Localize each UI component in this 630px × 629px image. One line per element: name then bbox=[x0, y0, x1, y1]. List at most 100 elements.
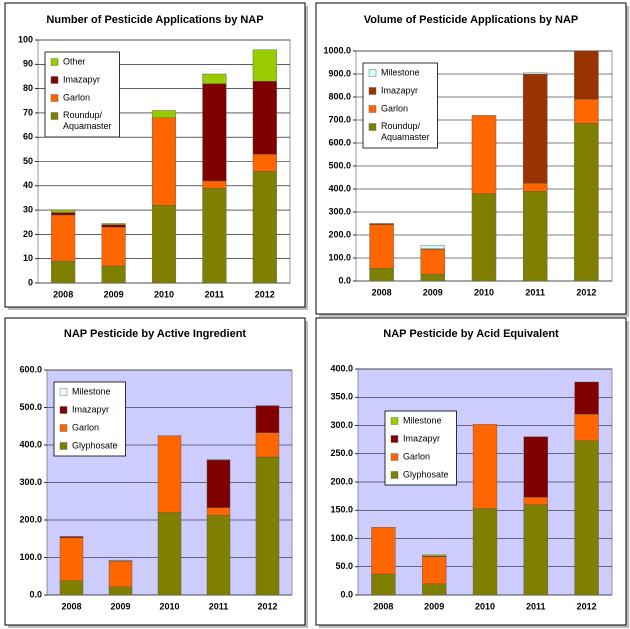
bar-segment bbox=[202, 180, 227, 189]
bar-segment bbox=[574, 51, 599, 100]
bar-segment bbox=[252, 81, 277, 155]
bar-segment bbox=[420, 273, 446, 281]
bar-segment bbox=[371, 573, 396, 595]
legend-label: Garlon bbox=[381, 103, 408, 113]
legend: Other Imazapyr Garlon Roundup/Aquamaster bbox=[44, 51, 120, 138]
y-tick-label: 30 bbox=[23, 204, 33, 214]
bar-segment bbox=[108, 559, 133, 562]
legend-label: Garlon bbox=[72, 422, 99, 432]
legend: Milestone Imazapyr Garlon Glyphosate bbox=[384, 410, 457, 486]
bar-segment bbox=[101, 226, 126, 267]
x-tick-label: 2011 bbox=[205, 289, 225, 299]
y-tick-label: 600.0 bbox=[328, 137, 351, 147]
y-tick-label: 200.0 bbox=[328, 229, 351, 239]
chart-title: Number of Pesticide Applications by NAP bbox=[46, 14, 263, 26]
bars bbox=[371, 381, 599, 595]
bar-segment bbox=[101, 223, 126, 225]
chart: Volume of Pesticide Applications by NAP 0… bbox=[315, 2, 629, 317]
legend-label: Garlon bbox=[63, 92, 90, 102]
legend-swatch bbox=[390, 453, 399, 461]
bar-segment bbox=[51, 212, 76, 216]
bar-segment bbox=[51, 209, 76, 213]
y-tick-label: 300.0 bbox=[328, 206, 351, 216]
x-tick-label: 2008 bbox=[61, 601, 81, 611]
legend-swatch bbox=[368, 69, 377, 77]
y-tick-label: 500.0 bbox=[328, 160, 351, 170]
y-tick-label: 10 bbox=[23, 253, 33, 263]
bar-segment bbox=[471, 193, 497, 281]
y-tick-label: 350.0 bbox=[330, 392, 353, 402]
bar-segment bbox=[422, 583, 447, 595]
bar-segment bbox=[157, 512, 182, 595]
bar-segment bbox=[206, 459, 231, 461]
y-tick-label: 100 bbox=[18, 34, 33, 44]
x-tick-label: 2008 bbox=[372, 287, 392, 297]
bar-segment bbox=[255, 405, 280, 433]
legend-swatch bbox=[390, 417, 399, 425]
chart-title: Volume of Pesticide Applications by NAP bbox=[364, 14, 579, 26]
bar-segment bbox=[252, 171, 277, 283]
y-tick-label: 400.0 bbox=[330, 363, 353, 373]
bar-segment bbox=[574, 99, 599, 124]
bar-segment bbox=[369, 224, 394, 269]
legend: Milestone Imazapyr Garlon Roundup/Aquamaste… bbox=[362, 62, 438, 149]
legend-label: Imazapyr bbox=[403, 433, 440, 443]
y-tick-label: 150.0 bbox=[330, 505, 353, 515]
y-tick-label: 50.0 bbox=[335, 561, 353, 571]
bar-segment bbox=[471, 115, 497, 194]
legend-label: Other bbox=[63, 56, 86, 66]
legend-swatch bbox=[50, 76, 59, 84]
y-tick-label: 0.0 bbox=[338, 275, 351, 285]
chart-title: NAP Pesticide by Acid Equivalent bbox=[383, 328, 559, 340]
bar-segment bbox=[151, 205, 177, 283]
bar-segment bbox=[51, 260, 76, 283]
bar-segment bbox=[101, 265, 126, 283]
legend-swatch bbox=[368, 105, 377, 113]
legend-label: Milestone bbox=[72, 386, 111, 396]
legend-swatch bbox=[59, 406, 68, 414]
x-tick-label: 2009 bbox=[110, 601, 130, 611]
x-tick-label: 2010 bbox=[474, 287, 494, 297]
legend-swatch bbox=[59, 424, 68, 432]
legend-label: Milestone bbox=[381, 67, 420, 77]
legend-label: Milestone bbox=[403, 415, 442, 425]
y-tick-label: 100.0 bbox=[330, 533, 353, 543]
y-tick-label: 0.0 bbox=[29, 589, 42, 599]
y-tick-label: 1000.0 bbox=[323, 45, 351, 55]
chart-title: NAP Pesticide by Active Ingredient bbox=[64, 328, 247, 340]
bar-segment bbox=[202, 83, 227, 182]
bar-segment bbox=[422, 556, 447, 584]
bar-segment bbox=[255, 456, 280, 595]
bar-segment bbox=[371, 527, 396, 575]
bars bbox=[51, 49, 277, 283]
x-tick-label: 2009 bbox=[423, 287, 443, 297]
bar-segment bbox=[202, 73, 227, 84]
bar-segment bbox=[252, 154, 277, 172]
y-tick-label: 70 bbox=[23, 107, 33, 117]
legend-label: Imazapyr bbox=[72, 404, 109, 414]
y-tick-label: 40 bbox=[23, 180, 33, 190]
legend-swatch bbox=[390, 435, 399, 443]
bar-segment bbox=[51, 214, 76, 262]
bar-segment bbox=[523, 436, 548, 498]
legend-label: Glyphosate bbox=[72, 440, 118, 450]
x-tick-label: 2009 bbox=[104, 289, 124, 299]
y-tick-label: 300.0 bbox=[19, 477, 42, 487]
legend-swatch bbox=[59, 388, 68, 396]
y-tick-label: 500.0 bbox=[19, 402, 42, 412]
x-tick-label: 2012 bbox=[257, 601, 277, 611]
bar-segment bbox=[101, 224, 126, 228]
y-tick-label: 90 bbox=[23, 59, 33, 69]
bar-segment bbox=[420, 249, 446, 275]
bar-segment bbox=[202, 188, 227, 283]
bar-segment bbox=[59, 537, 84, 581]
y-tick-label: 60 bbox=[23, 132, 33, 142]
y-tick-label: 50 bbox=[23, 156, 33, 166]
legend-swatch bbox=[59, 442, 68, 450]
x-tick-label: 2012 bbox=[576, 287, 596, 297]
bar-segment bbox=[574, 414, 599, 441]
legend-label: Imazapyr bbox=[63, 74, 100, 84]
bar-segment bbox=[108, 561, 133, 587]
bar-segment bbox=[422, 554, 447, 557]
